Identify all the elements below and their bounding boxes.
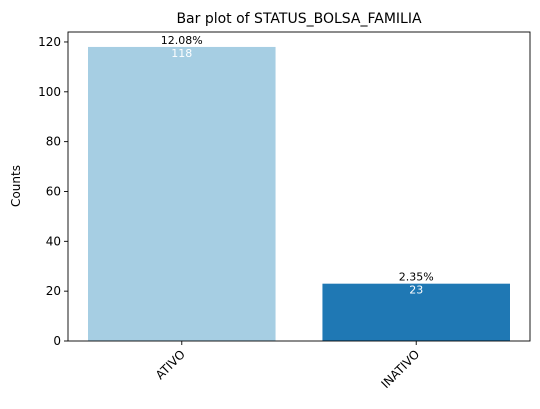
chart-title: Bar plot of STATUS_BOLSA_FAMILIA (176, 11, 422, 27)
bar-value-label: 23 (409, 284, 423, 297)
x-tick-label: ATIVO (153, 347, 188, 382)
bar-percent-label: 2.35% (399, 271, 434, 284)
bar-percent-label: 12.08% (161, 34, 203, 47)
y-axis-label: Counts (9, 165, 23, 207)
y-tick-label: 40 (46, 234, 61, 248)
bar-ativo (88, 47, 276, 341)
x-axis: ATIVO INATIVO (153, 341, 423, 391)
y-axis: 0 20 40 60 80 100 120 (38, 35, 68, 348)
y-tick-label: 0 (53, 334, 61, 348)
y-tick-label: 100 (38, 85, 61, 99)
y-tick-label: 20 (46, 284, 61, 298)
x-tick-label: INATIVO (378, 347, 422, 391)
y-tick-label: 120 (38, 35, 61, 49)
y-tick-label: 80 (46, 135, 61, 149)
bar-value-label: 118 (171, 47, 192, 60)
y-tick-label: 60 (46, 184, 61, 198)
